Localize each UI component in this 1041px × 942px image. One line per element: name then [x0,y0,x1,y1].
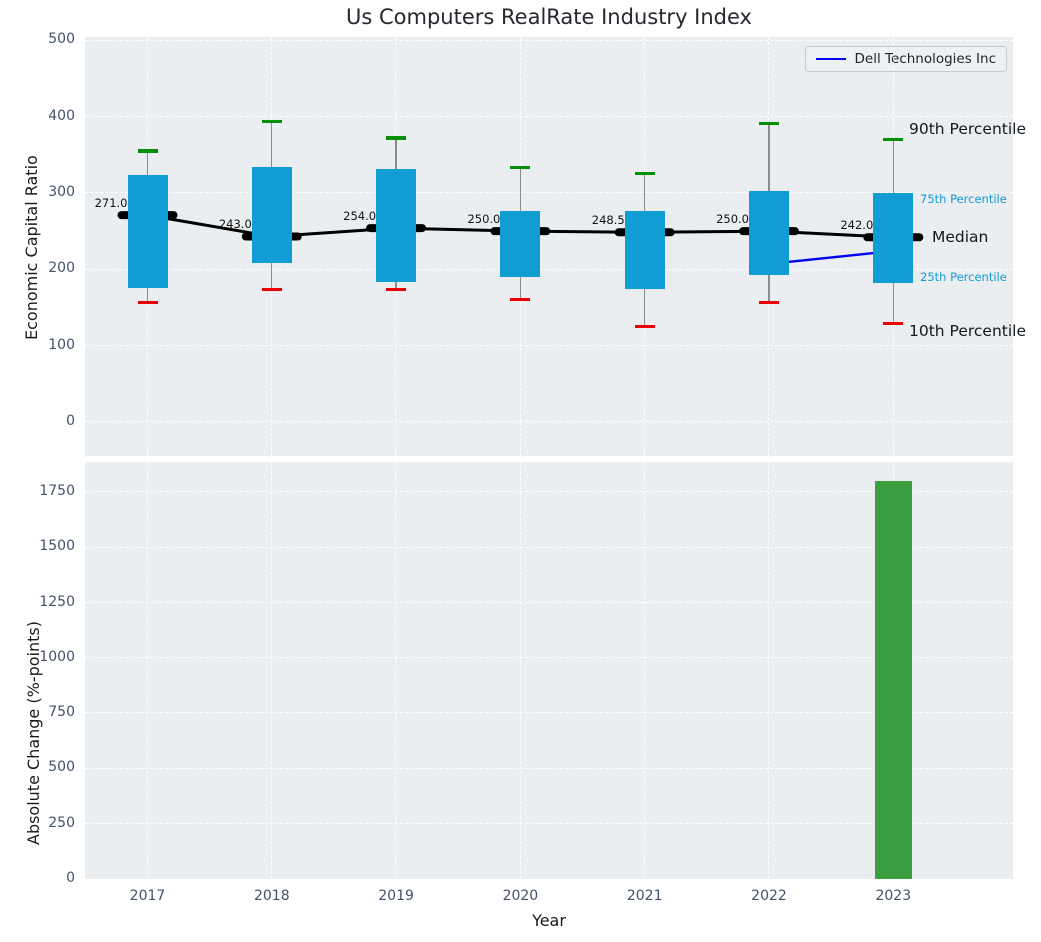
legend: Dell Technologies Inc [805,46,1007,72]
y-tick-label: 1250 [3,594,75,610]
annotation-median: Median [932,228,988,246]
cap-10th [386,288,406,291]
y-tick-label: 750 [3,704,75,720]
box-iqr [749,191,789,275]
gridline [85,421,1013,422]
legend-label: Dell Technologies Inc [855,51,996,67]
median-value-label: 250.0 [689,212,749,226]
y-tick-label: 250 [3,815,75,831]
cap-90th [883,138,903,141]
gridline [85,768,1013,769]
y-tick-label: 1750 [3,483,75,499]
gridline [768,462,769,879]
gridline [85,657,1013,658]
cap-10th [138,301,158,304]
gridline [85,602,1013,603]
y-tick-label: 500 [3,759,75,775]
gridline [85,40,1013,41]
gridline [271,462,272,879]
chart-title: Us Computers RealRate Industry Index [85,5,1013,29]
figure: Us Computers RealRate Industry Index Eco… [0,0,1041,942]
median-value-label: 243.0 [192,217,252,231]
top-panel: Dell Technologies Inc [85,37,1013,456]
annotation-25th-percentile: 25th Percentile [920,270,1007,284]
y-tick-label: 300 [3,184,75,200]
gridline [644,462,645,879]
gridline [147,462,148,879]
legend-line-swatch [816,58,846,60]
box-iqr [873,193,913,283]
gridline [85,712,1013,713]
x-tick-label: 2021 [605,888,685,904]
median-value-label: 271.0 [68,196,128,210]
annotation-10th-percentile: 10th Percentile [909,322,1026,340]
y-tick-label: 400 [3,108,75,124]
cap-10th [262,288,282,291]
y-tick-label: 100 [3,337,75,353]
box-iqr [128,175,168,288]
gridline [85,491,1013,492]
cap-10th [759,301,779,304]
cap-90th [759,122,779,125]
median-value-label: 254.0 [316,209,376,223]
annotation-90th-percentile: 90th Percentile [909,120,1026,138]
cap-90th [635,172,655,175]
x-tick-label: 2023 [853,888,933,904]
top-y-axis-label: Economic Capital Ratio [22,155,41,340]
annotation-75th-percentile: 75th Percentile [920,192,1007,206]
change-bar [875,481,912,879]
median-value-label: 250.0 [440,212,500,226]
cap-10th [883,322,903,325]
box-iqr [625,211,665,290]
y-tick-label: 200 [3,260,75,276]
y-tick-label: 0 [3,413,75,429]
box-iqr [252,167,292,263]
gridline [85,823,1013,824]
cap-90th [510,166,530,169]
gridline [395,462,396,879]
box-iqr [500,211,540,277]
gridline [85,547,1013,548]
x-tick-label: 2017 [108,888,188,904]
cap-90th [138,149,158,152]
median-value-label: 242.0 [813,218,873,232]
median-value-label: 248.5 [565,213,625,227]
box-iqr [376,169,416,283]
y-tick-label: 500 [3,31,75,47]
gridline [85,345,1013,346]
cap-10th [635,325,655,328]
x-tick-label: 2019 [356,888,436,904]
cap-90th [386,136,406,139]
bottom-panel [85,462,1013,879]
gridline [85,116,1013,117]
x-tick-label: 2020 [480,888,560,904]
x-axis-label: Year [85,911,1013,930]
cap-90th [262,120,282,123]
y-tick-label: 0 [3,870,75,886]
cap-10th [510,298,530,301]
x-tick-label: 2022 [729,888,809,904]
y-tick-label: 1000 [3,649,75,665]
x-tick-label: 2018 [232,888,312,904]
gridline [520,462,521,879]
y-tick-label: 1500 [3,538,75,554]
